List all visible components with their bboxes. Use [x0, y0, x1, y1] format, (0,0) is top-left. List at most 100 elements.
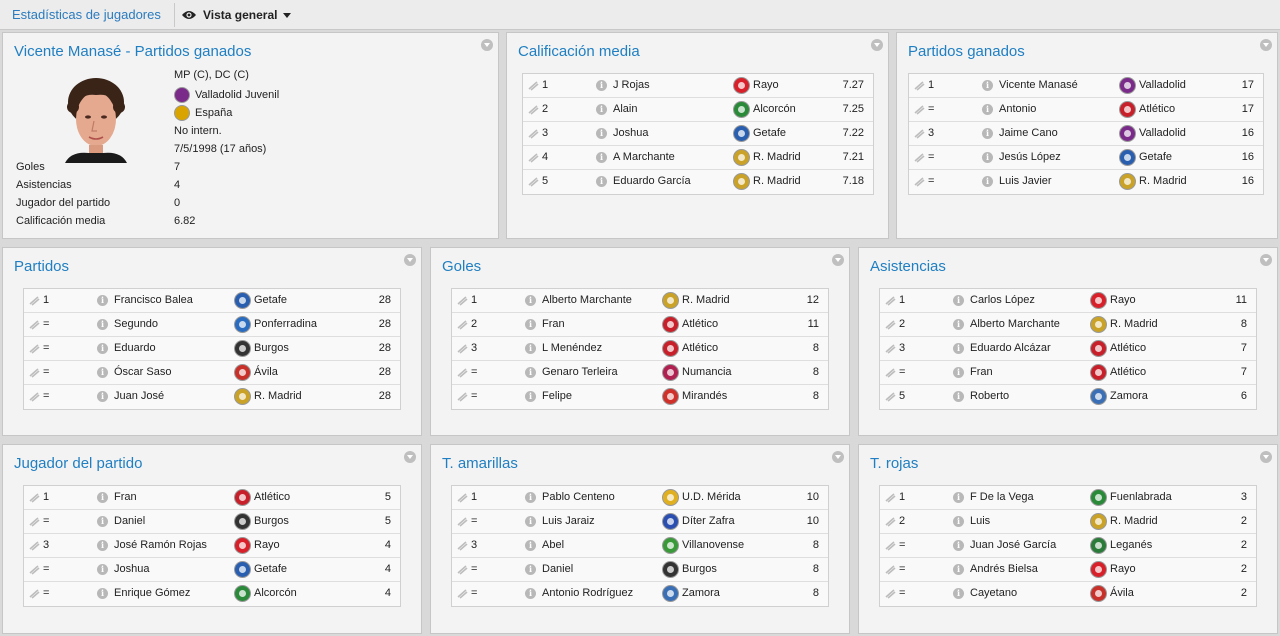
player-name-link[interactable]: Luis [970, 515, 991, 527]
list-item[interactable]: 2 i Alain Alcorcón 7.25 [523, 98, 873, 122]
info-icon[interactable]: i [953, 588, 964, 599]
player-name-link[interactable]: L Menéndez [542, 342, 603, 354]
club-name-link[interactable]: Zamora [682, 587, 720, 599]
info-icon[interactable]: i [525, 391, 536, 402]
player-name-link[interactable]: Fran [114, 491, 137, 503]
club-name-link[interactable]: Burgos [254, 515, 289, 527]
list-item[interactable]: 1 i F De la Vega Fuenlabrada 3 [880, 486, 1256, 510]
club-name-link[interactable]: Ávila [254, 366, 278, 378]
list-item[interactable]: = i Enrique Gómez Alcorcón 4 [24, 582, 400, 606]
list-item[interactable]: = i Eduardo Burgos 28 [24, 337, 400, 361]
panel-menu-button[interactable] [481, 39, 493, 51]
club-name-link[interactable]: Atlético [682, 318, 719, 330]
club-name-link[interactable]: R. Madrid [753, 151, 801, 163]
list-item[interactable]: = i Cayetano Ávila 2 [880, 582, 1256, 606]
club-name-link[interactable]: Valladolid [1139, 79, 1186, 91]
club-name-link[interactable]: Ponferradina [254, 318, 317, 330]
player-name-link[interactable]: A Marchante [613, 151, 675, 163]
list-item[interactable]: 3 i José Ramón Rojas Rayo 4 [24, 534, 400, 558]
info-icon[interactable]: i [953, 391, 964, 402]
compare-icon[interactable] [29, 392, 40, 402]
info-icon[interactable]: i [982, 104, 993, 115]
list-item[interactable]: 2 i Alberto Marchante R. Madrid 8 [880, 313, 1256, 337]
player-name-link[interactable]: Alberto Marchante [542, 294, 632, 306]
compare-icon[interactable] [528, 177, 539, 187]
player-name-link[interactable]: Óscar Saso [114, 366, 172, 378]
list-item[interactable]: 3 i Jaime Cano Valladolid 16 [909, 122, 1263, 146]
info-icon[interactable]: i [953, 564, 964, 575]
view-dropdown[interactable]: Vista general [181, 6, 292, 24]
list-item[interactable]: = i Antonio Atlético 17 [909, 98, 1263, 122]
panel-menu-button[interactable] [871, 39, 883, 51]
compare-icon[interactable] [885, 368, 896, 378]
player-name-link[interactable]: Joshua [114, 563, 150, 575]
player-name-link[interactable]: Antonio Rodríguez [542, 587, 634, 599]
info-icon[interactable]: i [525, 492, 536, 503]
player-name-link[interactable]: Pablo Centeno [542, 491, 615, 503]
info-icon[interactable]: i [525, 540, 536, 551]
compare-icon[interactable] [528, 105, 539, 115]
list-item[interactable]: 1 i Carlos López Rayo 11 [880, 289, 1256, 313]
player-name-link[interactable]: Genaro Terleira [542, 366, 618, 378]
player-name-link[interactable]: Felipe [542, 390, 572, 402]
compare-icon[interactable] [457, 541, 468, 551]
panel-menu-button[interactable] [1260, 254, 1272, 266]
list-item[interactable]: 4 i A Marchante R. Madrid 7.21 [523, 146, 873, 170]
compare-icon[interactable] [457, 392, 468, 402]
info-icon[interactable]: i [953, 492, 964, 503]
player-name-link[interactable]: Juan José García [970, 539, 1057, 551]
compare-icon[interactable] [457, 565, 468, 575]
club-name-link[interactable]: Zamora [1110, 390, 1148, 402]
list-item[interactable]: = i Juan José R. Madrid 28 [24, 385, 400, 409]
list-item[interactable]: = i Luis Jaraiz Díter Zafra 10 [452, 510, 828, 534]
compare-icon[interactable] [29, 344, 40, 354]
club-name-link[interactable]: Atlético [1110, 342, 1147, 354]
club-name-link[interactable]: Getafe [254, 294, 288, 306]
list-item[interactable]: = i Daniel Burgos 8 [452, 558, 828, 582]
info-icon[interactable]: i [953, 319, 964, 330]
info-icon[interactable]: i [596, 128, 607, 139]
info-icon[interactable]: i [97, 564, 108, 575]
info-icon[interactable]: i [97, 343, 108, 354]
compare-icon[interactable] [885, 589, 896, 599]
club-name-link[interactable]: Getafe [254, 563, 288, 575]
compare-icon[interactable] [457, 344, 468, 354]
club-name-link[interactable]: Díter Zafra [682, 515, 735, 527]
club-name-link[interactable]: Atlético [682, 342, 719, 354]
player-name-link[interactable]: Fran [970, 366, 993, 378]
panel-menu-button[interactable] [832, 451, 844, 463]
list-item[interactable]: = i Felipe Mirandés 8 [452, 385, 828, 409]
compare-icon[interactable] [914, 105, 925, 115]
player-name-link[interactable]: Juan José [114, 390, 165, 402]
list-item[interactable]: 1 i Alberto Marchante R. Madrid 12 [452, 289, 828, 313]
compare-icon[interactable] [885, 344, 896, 354]
club-name-link[interactable]: Alcorcón [753, 103, 796, 115]
player-name-link[interactable]: Vicente Manasé [999, 79, 1078, 91]
player-nation-link[interactable]: España [195, 107, 233, 119]
panel-menu-button[interactable] [832, 254, 844, 266]
compare-icon[interactable] [914, 153, 925, 163]
player-name-link[interactable]: Enrique Gómez [114, 587, 191, 599]
info-icon[interactable]: i [982, 176, 993, 187]
compare-icon[interactable] [29, 517, 40, 527]
compare-icon[interactable] [885, 296, 896, 306]
list-item[interactable]: 3 i Eduardo Alcázar Atlético 7 [880, 337, 1256, 361]
list-item[interactable]: 3 i Abel Villanovense 8 [452, 534, 828, 558]
club-name-link[interactable]: U.D. Mérida [682, 491, 741, 503]
info-icon[interactable]: i [596, 80, 607, 91]
info-icon[interactable]: i [953, 516, 964, 527]
player-name-link[interactable]: Joshua [613, 127, 649, 139]
compare-icon[interactable] [528, 81, 539, 91]
info-icon[interactable]: i [953, 367, 964, 378]
club-name-link[interactable]: R. Madrid [254, 390, 302, 402]
compare-icon[interactable] [885, 541, 896, 551]
compare-icon[interactable] [29, 541, 40, 551]
info-icon[interactable]: i [525, 367, 536, 378]
list-item[interactable]: = i Antonio Rodríguez Zamora 8 [452, 582, 828, 606]
compare-icon[interactable] [528, 153, 539, 163]
player-name-link[interactable]: José Ramón Rojas [114, 539, 207, 551]
player-name-link[interactable]: Luis Jaraiz [542, 515, 595, 527]
info-icon[interactable]: i [97, 319, 108, 330]
list-item[interactable]: 2 i Luis R. Madrid 2 [880, 510, 1256, 534]
player-name-link[interactable]: Fran [542, 318, 565, 330]
